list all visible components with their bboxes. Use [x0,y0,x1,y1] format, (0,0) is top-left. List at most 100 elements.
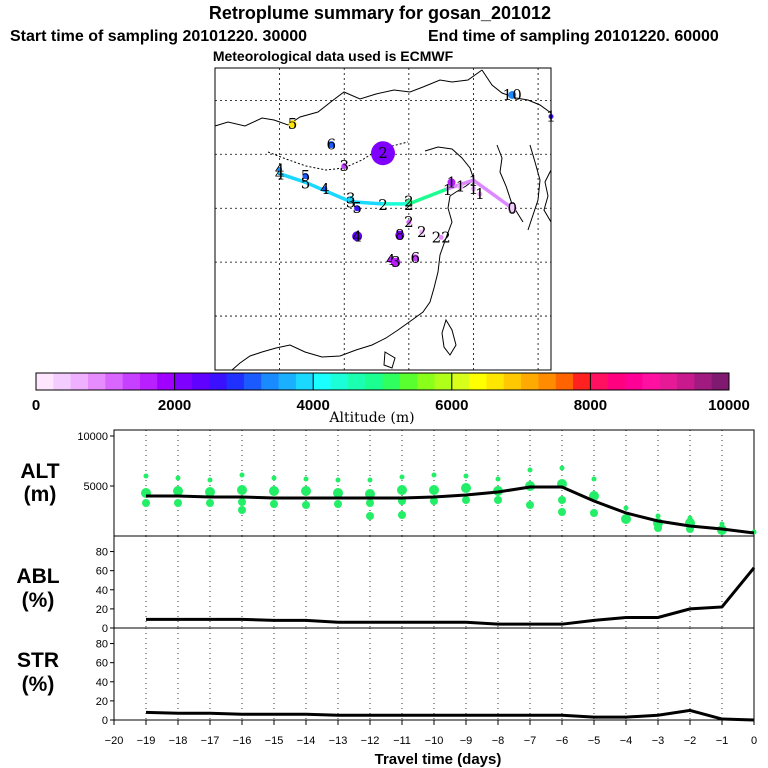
str-ytick-label: 40 [96,677,108,689]
colorbar-swatch [607,373,626,390]
cluster-dot [438,234,444,240]
colorbar-tick-label: 8000 [574,397,607,414]
cluster-dot [406,219,412,225]
cluster-dot [322,186,328,192]
alt-scatter-point [559,465,565,471]
colorbar-swatch [226,373,245,390]
colorbar-swatch [105,373,124,390]
cluster-label: 4 [352,227,362,245]
cluster-label: 1 [546,108,556,126]
track-segment [277,171,308,185]
colorbar-swatch [555,373,574,390]
alt-scatter-point [431,472,437,478]
colorbar-swatch [417,373,435,390]
cluster-dot [477,191,483,197]
colorbar-swatch [573,373,591,390]
colorbar-swatch [642,373,661,390]
cluster-dot [288,120,297,129]
alt-scatter-point [238,498,246,506]
alt-scatter-point [526,501,534,509]
x-tick-label: −19 [137,735,156,747]
alt-mean-line [146,485,755,535]
colorbar-swatch [243,373,262,390]
colorbar-swatch [503,373,522,390]
cluster-dot [391,257,401,267]
str-ytick-label: 80 [96,639,108,651]
colorbar-swatch [469,373,487,390]
cluster-dot [395,230,405,240]
alt-scatter-point [463,473,469,479]
alt-scatter-point [655,513,661,519]
alt-scatter-point [654,524,662,532]
cluster-dot [327,141,335,149]
start-time-label: Start time of sampling 20101220. 30000 [10,28,307,45]
cluster-label: 5 [352,199,362,217]
x-tick-label: 0 [751,735,757,747]
colorbar-swatch [313,373,332,390]
colorbar-swatch [711,373,730,390]
cluster-label: 2 [404,193,414,211]
x-tick-label: −16 [233,735,252,747]
colorbar-ticks: 0 2000 4000 6000 8000 10000 [32,373,750,414]
abl-ytick-label: 40 [96,585,108,597]
alt-scatter-point [205,487,215,497]
x-tick-label: −15 [265,735,284,747]
alt-scatter-point [527,467,533,473]
alt-scatter-point [269,486,279,496]
track-day-label: 2 [378,196,388,214]
alt-ytick-label: 10000 [77,431,108,443]
alt-scatter [141,465,757,535]
track-segment [303,180,353,204]
cluster-label: 1 [475,185,485,203]
cluster-dot [548,114,554,120]
alt-scatter-point [494,496,502,504]
alt-scatter-point [206,499,214,507]
colorbar-swatch [590,373,609,390]
alt-scatter-point [399,474,405,480]
alt-scatter-point [398,511,406,519]
alt-scatter-point [207,477,213,483]
x-tick-label: −13 [329,735,348,747]
cluster-label: 0 [507,199,517,217]
abl-ytick-label: 20 [96,604,108,616]
x-axis-ticks: −20 −19 −18 −17 −16 −15 −14 −13 −12 −11 −10 −9 −8 −7−… [105,720,757,747]
cluster-label: 6 [411,249,421,267]
colorbar-swatch [36,373,54,390]
abl-gridlines [145,536,723,628]
figure-title: Retroplume summary for gosan_201012 [209,3,551,23]
x-axis-label: Travel time (days) [375,751,502,768]
cluster-label: 6 [327,136,337,154]
track-segment [471,178,514,210]
cluster-label: 1 [456,178,466,196]
x-tick-label: −20 [105,735,124,747]
alt-scatter-point [462,496,470,504]
cluster-dot [277,166,283,172]
str-ytick-label: 60 [96,658,108,670]
colorbar-swatch [278,373,297,390]
cluster-label: 1 [469,180,479,198]
colorbar-swatch [538,373,557,390]
alt-label-line1: ALT [20,460,59,483]
x-tick-label: −17 [201,735,220,747]
x-tick-label: −6 [556,735,569,747]
x-tick-label: −9 [460,735,473,747]
colorbar-swatch [174,373,193,390]
cluster-dot [352,231,363,242]
alt-scatter-point [175,475,181,481]
track-day-label: 1 [443,181,453,199]
alt-panel: ALT (m) 5000 10000 [20,429,757,537]
track-day-label: 1 [469,172,479,190]
colorbar-swatch [295,373,314,390]
cluster-dot [371,141,395,166]
alt-scatter-point [271,475,277,481]
cluster-dot [419,229,425,235]
end-time-label: End time of sampling 20101220. 60000 [428,28,719,45]
alt-scatter-point [239,472,245,478]
str-ytick-label: 0 [102,715,108,727]
x-tick-label: −1 [716,735,729,747]
x-tick-label: −14 [297,735,316,747]
alt-scatter-point [461,483,471,493]
alt-scatter-point [429,485,439,495]
